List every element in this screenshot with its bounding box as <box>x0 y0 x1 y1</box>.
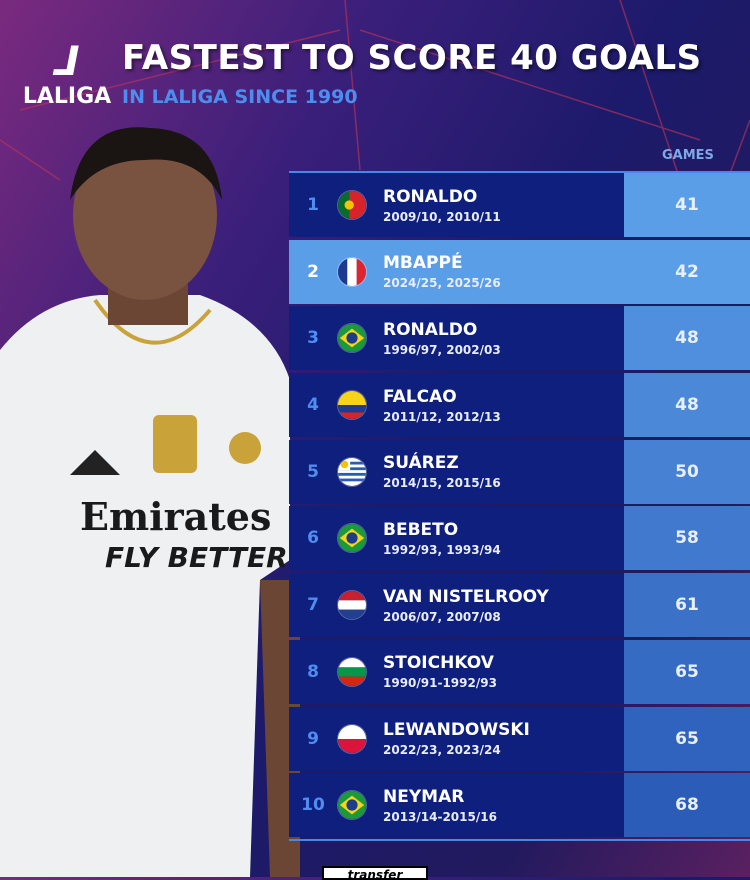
player-name: LEWANDOWSKI <box>383 720 530 740</box>
games-value: 41 <box>624 173 750 237</box>
table-row: 7 VAN NISTELROOY 2006/07, 2007/08 61 <box>289 573 750 638</box>
games-value: 65 <box>624 706 750 771</box>
page-subtitle: IN LALIGA SINCE 1990 <box>122 86 358 108</box>
player-info: MBAPPÉ 2024/25, 2025/26 <box>383 253 750 290</box>
player-name: RONALDO <box>383 186 478 207</box>
table-row: 6 BEBETO 1992/93, 1993/94 58 <box>289 506 750 571</box>
uruguay-flag-icon <box>337 456 367 487</box>
ranking-table: 1 RONALDO 2009/10, 2010/11 41 2 MBAPPÉ 20… <box>289 171 750 841</box>
player-info: RONALDO 2009/10, 2010/11 <box>383 187 750 224</box>
table-row: 1 RONALDO 2009/10, 2010/11 41 <box>289 173 750 237</box>
table-row: 10 NEYMAR 2013/14-2015/16 68 <box>289 773 750 838</box>
player-info: STOICHKOV 1990/91-1992/93 <box>383 653 750 690</box>
player-info: VAN NISTELROOY 2006/07, 2007/08 <box>383 587 750 624</box>
laliga-logo: ᒧ LALIGA <box>22 40 112 109</box>
player-name: STOICHKOV <box>383 653 494 674</box>
colombia-flag-icon <box>337 390 367 421</box>
brazil-flag-icon <box>337 523 367 554</box>
table-row: 9 LEWANDOWSKI 2022/23, 2023/24 65 <box>289 706 750 771</box>
player-seasons: 2013/14-2015/16 <box>383 809 497 824</box>
laliga-mark-icon: ᒧ <box>54 39 80 85</box>
games-value: 50 <box>624 439 750 504</box>
player-seasons: 2024/25, 2025/26 <box>383 276 501 291</box>
player-info: SUÁREZ 2014/15, 2015/16 <box>383 453 750 490</box>
player-info: FALCAO 2011/12, 2012/13 <box>383 387 750 424</box>
player-seasons: 1996/97, 2002/03 <box>383 342 501 357</box>
player-info: NEYMAR 2013/14-2015/16 <box>383 787 750 824</box>
table-row: 8 STOICHKOV 1990/91-1992/93 65 <box>289 639 750 704</box>
games-value: 65 <box>624 639 750 704</box>
player-info: LEWANDOWSKI 2022/23, 2023/24 <box>383 720 750 757</box>
rank: 5 <box>307 461 319 482</box>
player-name: MBAPPÉ <box>383 253 463 274</box>
table-row: 2 MBAPPÉ 2024/25, 2025/26 42 <box>289 239 750 304</box>
games-column-header: GAMES <box>662 148 714 163</box>
table-top-divider <box>289 171 750 173</box>
rank: 3 <box>307 328 319 349</box>
sponsor-line2: FLY BETTER <box>105 541 288 574</box>
page-title: FASTEST TO SCORE 40 GOALS <box>122 38 702 78</box>
games-value: 58 <box>624 506 750 571</box>
player-seasons: 2014/15, 2015/16 <box>383 476 501 491</box>
table-row: 4 FALCAO 2011/12, 2012/13 48 <box>289 373 750 438</box>
table-row: 3 RONALDO 1996/97, 2002/03 48 <box>289 306 750 371</box>
logo-text: LALIGA <box>22 84 112 109</box>
player-seasons: 1992/93, 1993/94 <box>383 542 501 557</box>
rank: 4 <box>307 395 319 416</box>
player-info: BEBETO 1992/93, 1993/94 <box>383 520 750 557</box>
brazil-flag-icon <box>337 790 367 821</box>
player-seasons: 2011/12, 2012/13 <box>383 409 501 424</box>
netherlands-flag-icon <box>337 590 367 621</box>
player-name: RONALDO <box>383 319 478 340</box>
rank: 9 <box>307 728 319 749</box>
player-photo: Emirates FLY BETTER <box>0 127 300 877</box>
portugal-flag-icon <box>337 190 367 220</box>
rank: 2 <box>307 261 319 282</box>
table-row: 5 SUÁREZ 2014/15, 2015/16 50 <box>289 439 750 504</box>
player-name: VAN NISTELROOY <box>383 586 549 607</box>
games-value: 61 <box>624 573 750 638</box>
player-name: NEYMAR <box>383 786 465 807</box>
poland-flag-icon <box>337 723 367 754</box>
games-value: 48 <box>624 306 750 371</box>
games-value: 68 <box>624 773 750 838</box>
player-seasons: 2006/07, 2007/08 <box>383 609 501 624</box>
player-name: FALCAO <box>383 386 457 407</box>
player-seasons: 2009/10, 2010/11 <box>383 209 501 224</box>
rank: 6 <box>307 528 319 549</box>
brazil-flag-icon <box>337 323 367 354</box>
player-seasons: 1990/91-1992/93 <box>383 676 497 691</box>
rank: 8 <box>307 661 319 682</box>
sponsor-line1: Emirates <box>80 494 271 539</box>
france-flag-icon <box>337 256 367 287</box>
rank: 10 <box>301 795 325 816</box>
player-info: RONALDO 1996/97, 2002/03 <box>383 320 750 357</box>
games-value: 48 <box>624 373 750 438</box>
bulgaria-flag-icon <box>337 656 367 687</box>
transfer-brand-logo: transfer <box>322 866 428 880</box>
player-seasons: 2022/23, 2023/24 <box>383 743 501 757</box>
table-bottom-divider <box>289 838 750 841</box>
player-name: SUÁREZ <box>383 453 459 474</box>
player-name: BEBETO <box>383 519 459 540</box>
games-value: 42 <box>675 261 699 282</box>
rank: 7 <box>307 595 319 616</box>
rank: 1 <box>307 195 319 215</box>
